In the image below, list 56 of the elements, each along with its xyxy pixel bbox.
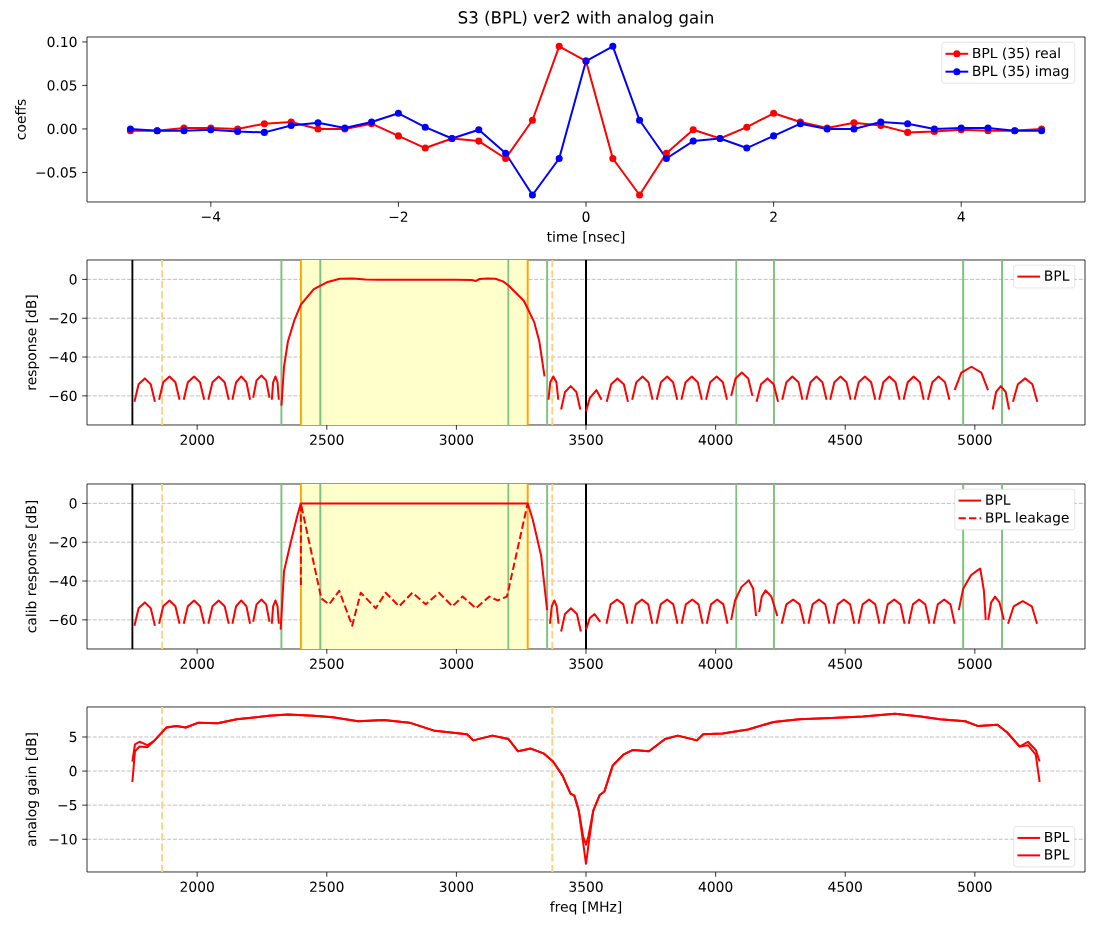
x-tick-label: 2 xyxy=(770,211,777,222)
y-tick-label: 0 xyxy=(69,274,77,285)
x-tick-label: 3500 xyxy=(569,881,603,892)
x-tick-label: 4000 xyxy=(698,658,733,669)
x-tick-label: 4000 xyxy=(698,881,733,892)
x-tick-label: 4500 xyxy=(828,434,862,445)
x-tick-label: 2500 xyxy=(310,658,344,669)
y-tick-label: −20 xyxy=(49,312,77,324)
y-tick-label: 0.10 xyxy=(47,36,77,48)
y-tick-label: −0.05 xyxy=(36,167,77,178)
x-tick-label: 4 xyxy=(957,211,965,222)
y-axis-title: analog gain [dB] xyxy=(25,733,40,847)
x-tick-label: 4000 xyxy=(698,434,733,445)
x-tick-label: 3000 xyxy=(439,658,474,669)
y-tick-label: −60 xyxy=(49,614,77,626)
x-tick-label: 0 xyxy=(582,211,590,222)
x-tick-label: 2000 xyxy=(180,658,214,669)
y-tick-label: −60 xyxy=(49,390,77,402)
y-tick-label: 0.05 xyxy=(47,80,77,91)
x-tick-label: 5000 xyxy=(958,434,992,445)
x-tick-label: 5000 xyxy=(958,658,992,669)
x-tick-label: 4500 xyxy=(828,881,862,892)
x-tick-label: 3500 xyxy=(569,658,603,669)
legend-label: BPL (35) imag xyxy=(973,65,1069,79)
x-tick-label: 2000 xyxy=(180,881,214,892)
x-tick-label: 2000 xyxy=(180,434,214,445)
x-axis-title: freq [MHz] xyxy=(550,901,622,915)
legend-label: BPL xyxy=(1045,270,1070,281)
x-tick-label: 3000 xyxy=(439,434,474,445)
y-axis-title: response [dB] xyxy=(25,295,40,390)
legend-label: BPL (35) real xyxy=(973,47,1060,60)
x-tick-label: −2 xyxy=(389,211,408,222)
legend-label: BPL xyxy=(986,494,1011,505)
x-tick-label: 2500 xyxy=(310,881,344,892)
y-axis-title: calib response [dB] xyxy=(25,500,40,633)
x-axis-title: time [nsec] xyxy=(547,231,625,244)
y-tick-label: 5 xyxy=(69,731,77,743)
legend-label: BPL leakage xyxy=(986,511,1069,526)
x-tick-label: 3000 xyxy=(439,881,474,892)
y-tick-label: −5 xyxy=(58,800,77,811)
x-tick-label: 3500 xyxy=(569,434,603,445)
chart-title: S3 (BPL) ver2 with analog gain xyxy=(458,10,713,27)
x-tick-label: 2500 xyxy=(310,434,344,445)
y-tick-label: 0 xyxy=(69,765,77,777)
legend-label: BPL xyxy=(1045,849,1070,860)
y-tick-label: 0.00 xyxy=(47,123,77,135)
y-tick-label: −40 xyxy=(49,575,77,587)
y-tick-label: −40 xyxy=(49,351,77,363)
legend-label: BPL xyxy=(1045,831,1070,842)
x-tick-label: 5000 xyxy=(958,881,992,892)
y-tick-label: 0 xyxy=(69,498,77,509)
y-tick-label: −20 xyxy=(49,536,77,548)
y-tick-label: −10 xyxy=(49,834,77,845)
x-tick-label: −4 xyxy=(202,211,221,222)
y-axis-title: coeffs xyxy=(15,99,26,140)
x-tick-label: 4500 xyxy=(828,658,862,669)
